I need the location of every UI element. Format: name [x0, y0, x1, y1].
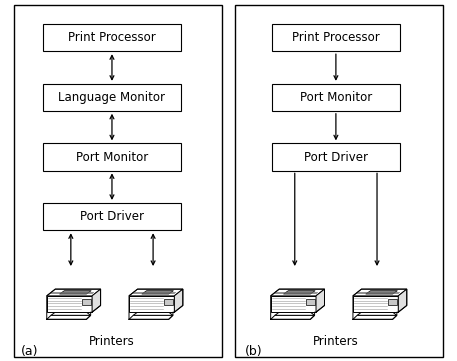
Text: Printers: Printers [89, 335, 135, 348]
Text: Print Processor: Print Processor [68, 31, 156, 44]
Polygon shape [306, 299, 315, 305]
Polygon shape [133, 312, 173, 315]
Polygon shape [398, 289, 407, 312]
Polygon shape [366, 291, 398, 294]
Polygon shape [388, 299, 398, 305]
Polygon shape [59, 291, 91, 294]
Text: Print Processor: Print Processor [292, 31, 380, 44]
Polygon shape [129, 315, 173, 319]
Polygon shape [51, 312, 90, 315]
Polygon shape [353, 289, 407, 296]
Polygon shape [271, 315, 314, 319]
Text: (a): (a) [21, 345, 38, 358]
Polygon shape [275, 312, 314, 315]
Polygon shape [129, 289, 183, 296]
Polygon shape [271, 296, 316, 312]
Polygon shape [164, 299, 174, 305]
Text: Port Monitor: Port Monitor [300, 91, 372, 104]
Bar [272, 84, 400, 111]
Bar [43, 25, 181, 51]
Bar [43, 84, 181, 111]
Polygon shape [47, 289, 101, 296]
Bar [235, 5, 443, 357]
Text: Port Driver: Port Driver [304, 151, 368, 164]
Text: Port Monitor: Port Monitor [76, 151, 148, 164]
Polygon shape [175, 289, 183, 312]
Polygon shape [47, 315, 90, 319]
Polygon shape [47, 296, 92, 312]
Polygon shape [283, 291, 315, 294]
Text: Printers: Printers [313, 335, 359, 348]
Bar [14, 5, 222, 357]
Polygon shape [357, 312, 397, 315]
Polygon shape [129, 296, 175, 312]
Polygon shape [353, 296, 398, 312]
Polygon shape [316, 289, 324, 312]
Polygon shape [271, 289, 324, 296]
Text: (b): (b) [245, 345, 262, 358]
Polygon shape [142, 291, 174, 294]
Bar [272, 25, 400, 51]
Polygon shape [353, 315, 397, 319]
Polygon shape [92, 289, 101, 312]
Text: Language Monitor: Language Monitor [58, 91, 165, 104]
Text: Port Driver: Port Driver [80, 210, 144, 223]
Bar [43, 203, 181, 230]
Polygon shape [82, 299, 91, 305]
Bar [272, 144, 400, 171]
Bar [43, 144, 181, 171]
